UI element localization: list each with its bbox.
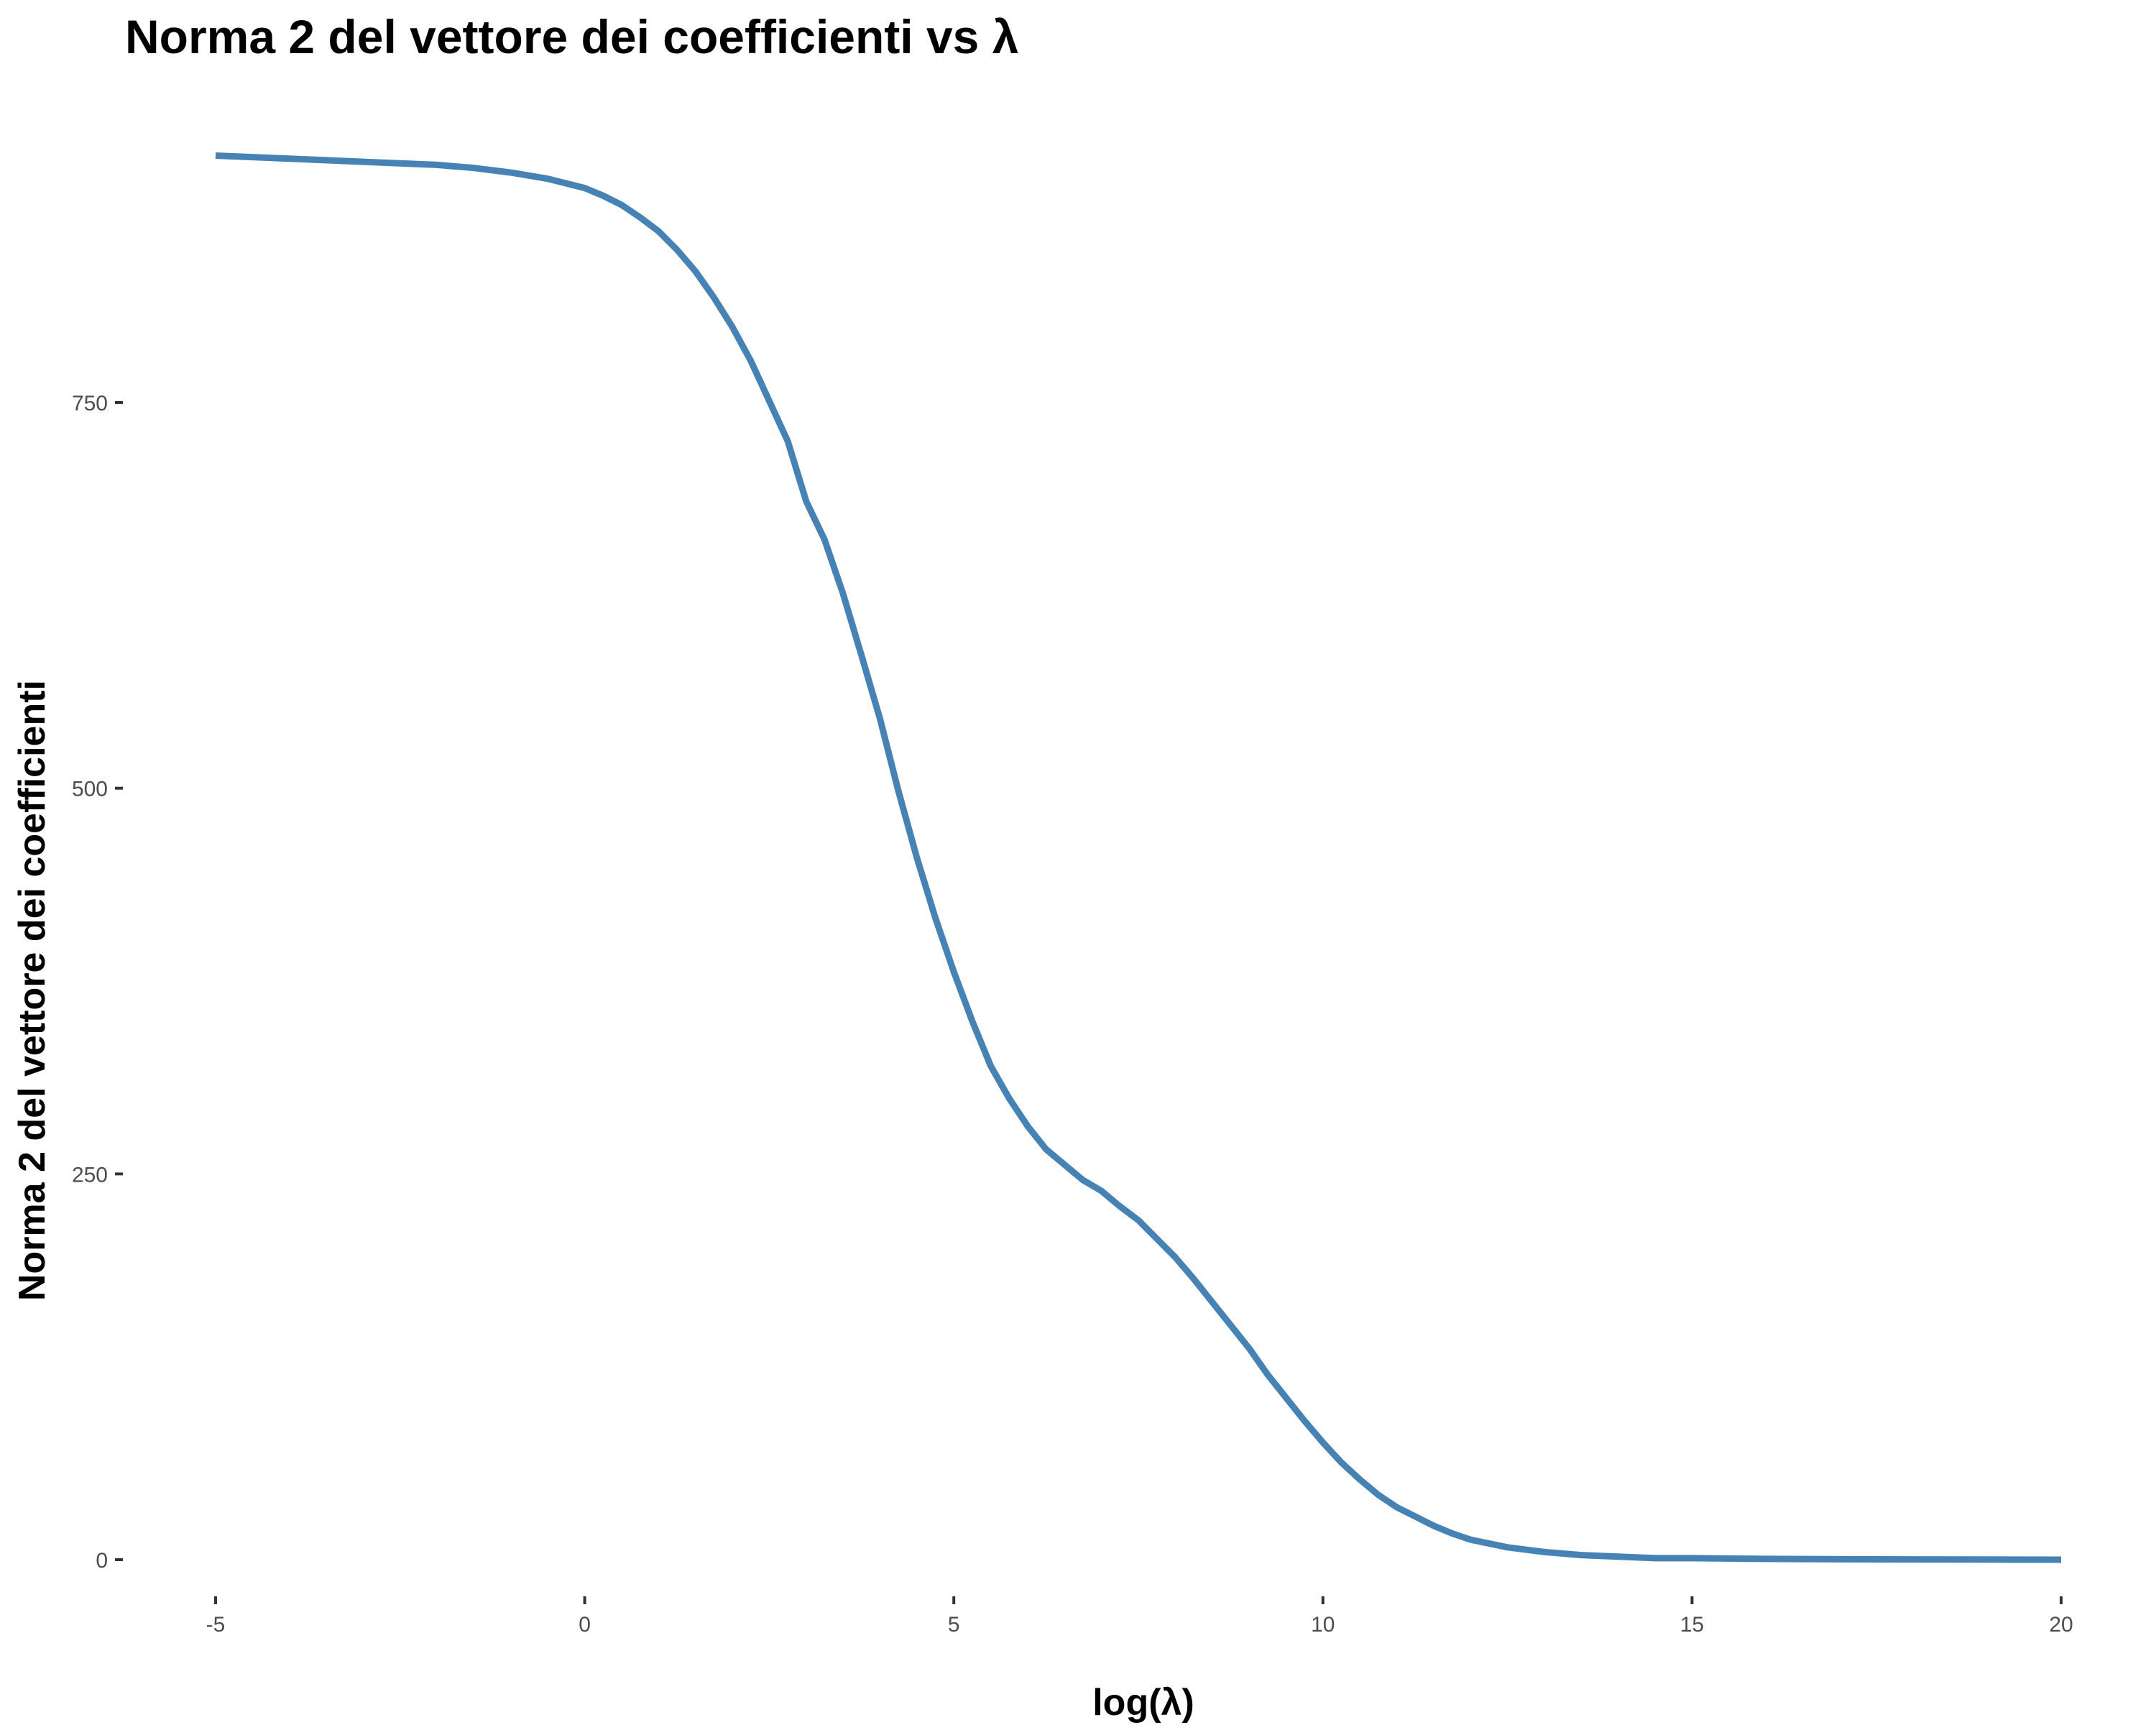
x-tick-label: 0 — [579, 1613, 591, 1637]
x-tick-label: 5 — [948, 1613, 960, 1637]
y-axis-title: Norma 2 del vettore dei coefficienti — [11, 680, 53, 1301]
series-line-1 — [215, 152, 2062, 1563]
x-tick-label: 20 — [2049, 1613, 2073, 1637]
y-axis: 0 250 500 750 — [72, 392, 123, 1573]
y-tick-label: 500 — [72, 778, 108, 801]
x-tick-label: 10 — [1311, 1613, 1335, 1637]
x-axis: -5 0 5 10 15 20 — [206, 1596, 2073, 1637]
x-axis-title: log(λ) — [1092, 1682, 1194, 1724]
y-tick-label: 750 — [72, 392, 108, 415]
chart-title: Norma 2 del vettore dei coefficienti vs … — [125, 10, 1018, 63]
plot-area — [215, 152, 2062, 1563]
x-tick-label: 15 — [1680, 1613, 1704, 1637]
y-tick-label: 0 — [96, 1549, 108, 1573]
x-tick-label: -5 — [206, 1613, 226, 1637]
y-tick-label: 250 — [72, 1163, 108, 1187]
